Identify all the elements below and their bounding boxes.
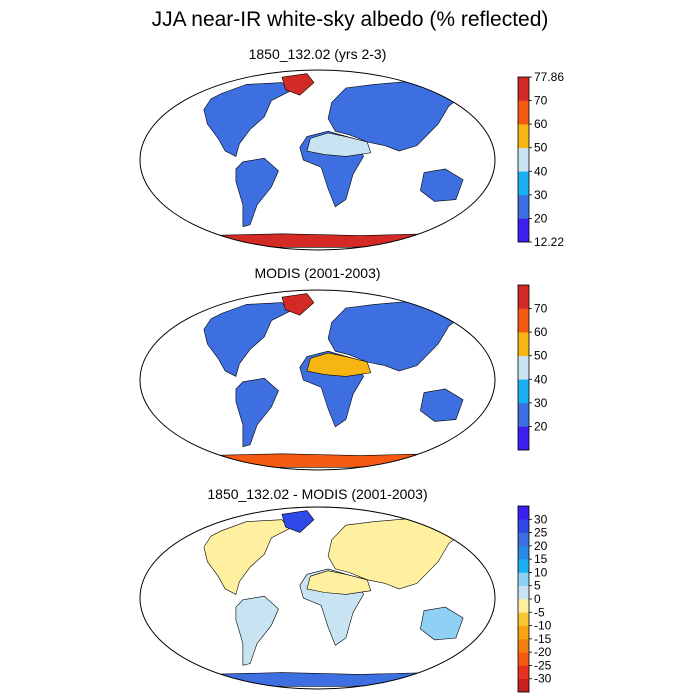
map-border <box>139 506 496 690</box>
colorbar-swatch <box>518 585 529 600</box>
colorbar-swatch <box>518 77 529 101</box>
colorbar-swatch <box>518 171 529 196</box>
colorbar-tick-label: -15 <box>534 632 552 646</box>
colorbar-tick-label: 40 <box>534 164 548 178</box>
colorbar-swatch <box>518 652 529 666</box>
colorbar-swatch <box>518 572 529 587</box>
region-sahara-arabia <box>306 570 372 595</box>
colorbar-swatch <box>518 426 529 451</box>
colorbar-tick-label: 77.86 <box>534 70 564 84</box>
region-antarctica <box>196 233 439 248</box>
colorbar-tick-label: 60 <box>534 325 548 339</box>
colorbar-tick-label: 15 <box>534 552 548 566</box>
panel-3-title: 1850_132.02 - MODIS (2001-2003) <box>207 486 428 502</box>
colorbar-tick-label: 20 <box>534 211 548 225</box>
colorbar-swatch <box>518 308 529 333</box>
colorbar-swatch <box>518 285 529 309</box>
region-sahara-arabia <box>306 352 372 377</box>
region-australia <box>420 606 464 641</box>
colorbar-swatch <box>518 124 529 149</box>
map-land <box>196 510 464 687</box>
colorbar-swatch <box>518 519 529 533</box>
colorbar-tick-label: 12.22 <box>534 235 564 249</box>
colorbar-swatch <box>518 545 529 560</box>
colorbar-swatch <box>518 218 529 243</box>
colorbar-tick-label: 10 <box>534 565 548 579</box>
colorbar-swatch <box>518 100 529 125</box>
colorbar-tick-label: 40 <box>534 372 548 386</box>
map-land <box>196 293 464 468</box>
figure-title: JJA near-IR white-sky albedo (% reflecte… <box>151 8 549 31</box>
colorbar-tick-label: 25 <box>534 526 548 540</box>
region-greenland <box>281 293 315 316</box>
region-south-america <box>235 595 279 666</box>
colorbar-swatch <box>518 532 529 547</box>
map-border <box>139 69 496 251</box>
colorbar-swatch <box>518 625 529 640</box>
colorbar-tick-label: 50 <box>534 141 548 155</box>
region-south-america <box>235 157 279 227</box>
colorbar-tick-label: 30 <box>534 188 548 202</box>
panel-1-title: 1850_132.02 (yrs 2-3) <box>248 46 387 62</box>
colorbar-swatch <box>518 559 529 573</box>
colorbar-frame <box>517 284 530 451</box>
colorbar-tick-label: 20 <box>534 539 548 553</box>
colorbar-swatch <box>518 678 529 693</box>
colorbar-swatch <box>518 599 529 613</box>
colorbar-tick-label: -30 <box>534 672 552 686</box>
region-europe-asia <box>327 517 464 590</box>
colorbar-2: 20 30 40 50 60 70 <box>517 284 548 451</box>
colorbar-tick-label: -10 <box>534 619 552 633</box>
panel-2-title: MODIS (2001-2003) <box>254 265 381 281</box>
colorbar-tick-label: -20 <box>534 645 552 659</box>
region-greenland <box>281 73 315 96</box>
colorbar-swatch <box>518 355 529 380</box>
region-south-america <box>235 377 279 447</box>
colorbar-tick-label: 70 <box>534 94 548 108</box>
colorbar-swatch <box>518 147 529 172</box>
map-panel-2 <box>139 289 496 471</box>
colorbar-swatch <box>518 506 529 520</box>
region-australia <box>420 388 464 422</box>
region-sahara-arabia <box>306 132 372 157</box>
colorbar-swatch <box>518 638 529 653</box>
region-antarctica <box>196 672 439 687</box>
region-antarctica <box>196 453 439 468</box>
colorbar-frame <box>517 76 530 243</box>
region-europe-asia <box>327 300 464 372</box>
colorbar-tick-label: 30 <box>534 396 548 410</box>
colorbar-tick-label: 50 <box>534 349 548 363</box>
map-land <box>196 73 464 248</box>
colorbar-tick-label: 5 <box>534 579 541 593</box>
map-panel-1 <box>139 69 496 251</box>
colorbar-tick-label: 60 <box>534 117 548 131</box>
colorbar-tick-label: 70 <box>534 302 548 316</box>
map-panel-3 <box>139 506 496 690</box>
colorbar-swatch <box>518 379 529 404</box>
map-border <box>139 289 496 471</box>
region-australia <box>420 168 464 202</box>
colorbar-swatch <box>518 665 529 680</box>
colorbar-tick-label: 20 <box>534 419 548 433</box>
colorbar-tick-label: -25 <box>534 658 552 672</box>
colorbar-tick-label: 30 <box>534 512 548 526</box>
colorbar-swatch <box>518 402 529 427</box>
region-europe-asia <box>327 80 464 152</box>
colorbar-1: 12.22 20 30 40 50 60 70 77.86 <box>517 70 564 249</box>
region-greenland <box>281 510 315 533</box>
colorbar-swatch <box>518 612 529 626</box>
colorbar-tick-label: 0 <box>534 592 541 606</box>
colorbar-swatch <box>518 332 529 357</box>
colorbar-swatch <box>518 194 529 219</box>
colorbar-tick-label: -5 <box>534 605 545 619</box>
